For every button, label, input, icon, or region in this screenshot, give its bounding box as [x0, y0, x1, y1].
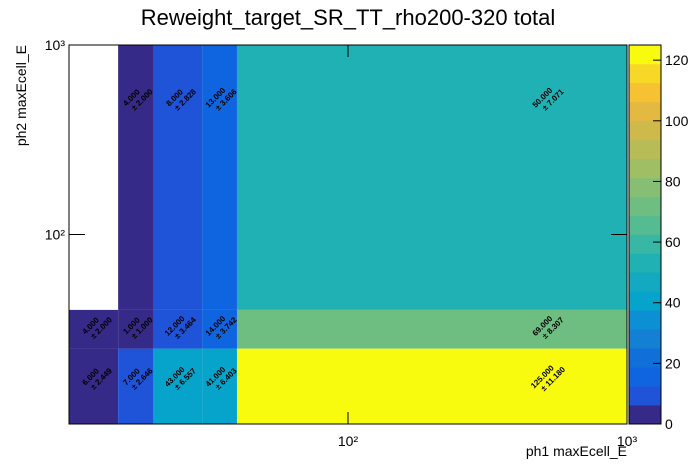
- palette-box: [629, 120, 661, 141]
- palette-box: [629, 139, 661, 159]
- palette-box: [629, 386, 661, 406]
- cell: [236, 309, 627, 349]
- palette-box: [629, 158, 661, 178]
- cell: [152, 45, 203, 310]
- palette-box: [629, 329, 661, 349]
- cell: [236, 348, 627, 424]
- cell: [202, 309, 237, 349]
- z-tick-label: 120: [665, 52, 689, 68]
- palette-box: [629, 253, 661, 273]
- cells: [69, 45, 627, 424]
- cell: [118, 45, 153, 310]
- cell: [152, 309, 203, 349]
- z-tick-label: 20: [665, 355, 681, 371]
- palette-box: [629, 291, 661, 311]
- cell: [69, 348, 119, 424]
- palette-box: [629, 45, 661, 65]
- x-axis-label: ph1 maxEcell_E: [526, 443, 627, 459]
- cell: [236, 45, 627, 310]
- palette-box: [629, 101, 661, 122]
- chart-title: Reweight_target_SR_TT_rho200-320 total: [141, 5, 556, 30]
- palette-box: [629, 405, 661, 425]
- palette-box: [629, 367, 661, 387]
- palette-box: [629, 82, 661, 103]
- palette-box: [629, 272, 661, 292]
- y-tick-label: 10²: [45, 227, 66, 243]
- z-tick-label: 40: [665, 295, 681, 311]
- palette-box: [629, 348, 661, 368]
- cell: [118, 348, 153, 424]
- z-tick-label: 60: [665, 234, 681, 250]
- palette-frame: [628, 44, 662, 425]
- palette-box: [629, 215, 661, 235]
- z-tick-label: 80: [665, 173, 681, 189]
- z-tick-label: 0: [665, 416, 673, 432]
- cell: [202, 45, 237, 310]
- palette-box: [629, 310, 661, 330]
- cell: [202, 348, 237, 424]
- cell: [69, 309, 119, 349]
- palette-box: [629, 63, 661, 84]
- cell: [118, 309, 153, 349]
- palette-box: [629, 196, 661, 216]
- y-axis-label: ph2 maxEcell_E: [13, 45, 29, 146]
- x-tick-label: 10³: [617, 433, 638, 449]
- cell: [152, 348, 203, 424]
- x-tick-label: 10²: [338, 433, 359, 449]
- z-tick-label: 100: [665, 113, 689, 129]
- y-tick-label: 10³: [45, 37, 66, 53]
- palette-box: [629, 234, 661, 254]
- palette-box: [629, 177, 661, 197]
